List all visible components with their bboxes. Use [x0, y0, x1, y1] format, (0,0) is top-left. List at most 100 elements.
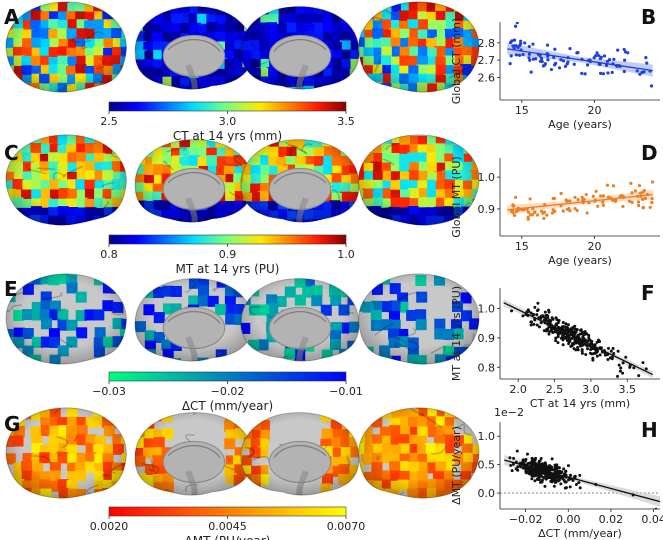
cortex-patch [135, 482, 146, 494]
data-point [530, 477, 534, 481]
y-tick-label: 0.9 [478, 332, 496, 345]
cortex-patch [13, 364, 25, 365]
data-point [526, 210, 530, 214]
data-point [606, 346, 610, 350]
data-point [556, 341, 560, 345]
cortex-patch [111, 407, 123, 419]
cortex-patch [14, 225, 25, 236]
cortex-patch [240, 6, 251, 17]
data-point [561, 343, 565, 347]
cortex-patch [240, 85, 252, 90]
regression-line [503, 302, 654, 376]
cortex-patch [460, 1, 472, 13]
cortex-patch [240, 77, 252, 89]
cortex-patch [380, 224, 392, 226]
brain-shading [135, 412, 254, 496]
cortex-patch [112, 215, 124, 226]
cortex-patch [338, 412, 350, 423]
data-point [516, 45, 520, 50]
cortex-patch [434, 226, 445, 237]
brain-view [5, 273, 127, 365]
data-point [543, 484, 547, 488]
data-point [533, 210, 537, 214]
cortex-patch [58, 93, 69, 104]
data-point [554, 61, 558, 65]
data-point [601, 194, 606, 198]
cortex-patch [434, 93, 445, 104]
data-point [649, 84, 654, 88]
cortex-patch [362, 498, 373, 509]
data-point [611, 184, 616, 188]
cortex-patch [233, 85, 245, 90]
cortex-patch [347, 412, 359, 423]
data-point [531, 57, 535, 61]
data-point [548, 468, 552, 472]
sulcus-line [255, 9, 266, 14]
brain-shading [358, 134, 480, 226]
data-point [542, 210, 546, 214]
data-point [584, 192, 588, 197]
brain-shading [358, 273, 480, 365]
data-point [527, 52, 532, 56]
sulcus-line [124, 301, 127, 308]
cortex-patch [76, 93, 87, 104]
cortex-patch [243, 348, 254, 360]
data-point [592, 351, 596, 355]
data-point [536, 301, 540, 305]
cortex-patch [143, 6, 155, 17]
data-point [619, 193, 623, 198]
data-point [568, 209, 572, 213]
data-point [628, 365, 632, 369]
data-point [568, 485, 572, 489]
panel-label-e: E [4, 277, 18, 301]
data-point [577, 481, 581, 485]
colorbar-title: MT at 14 yrs (PU) [176, 262, 280, 276]
cortex-patch [76, 364, 88, 365]
data-point [545, 327, 549, 331]
cortex-patch [94, 497, 106, 499]
cortex-patch [48, 91, 60, 93]
cortex-patch [21, 497, 33, 499]
cortex-patch [358, 497, 364, 499]
cortex-patch [120, 407, 127, 419]
cortex-patch [397, 224, 409, 226]
chart-H: −0.02 0.00 0.02 0.04 0.0 0.5 1.0 ΔCT (mm/year) Δ… [450, 406, 663, 540]
data-point [523, 41, 527, 45]
brain-view [240, 139, 360, 223]
cortex-patch [371, 225, 383, 226]
data-point [533, 458, 537, 462]
data-point [623, 50, 628, 54]
cortex-patch [5, 479, 15, 491]
colorbar-dmt: 0.0020 0.0045 0.0070 ΔMT (PU/year) [90, 506, 365, 540]
data-point [576, 345, 580, 349]
brain-shading [5, 1, 127, 93]
brain-shading [5, 134, 127, 226]
data-point [517, 53, 522, 57]
data-point [545, 213, 549, 217]
data-point [526, 217, 530, 221]
cortex-patch [5, 83, 16, 93]
cortex-patch [470, 143, 480, 155]
x-tick-label: 2.0 [509, 383, 527, 396]
data-point [561, 209, 565, 213]
data-point [573, 337, 577, 341]
data-point [549, 319, 553, 323]
cortex-patch [121, 282, 127, 294]
cortex-patch [40, 226, 51, 237]
data-point [553, 47, 557, 51]
data-point [604, 63, 609, 68]
regression-line [507, 193, 653, 211]
y-axis-label: ΔMT (PU/year) [450, 426, 463, 505]
data-point [533, 479, 537, 483]
y-axis-label: MT at 14 yrs (PU) [450, 286, 463, 381]
x-tick-label: 2.5 [546, 383, 564, 396]
data-point [554, 316, 558, 320]
data-point [511, 211, 515, 215]
data-point [535, 473, 539, 477]
cortex-patch [258, 85, 270, 90]
cortex-patch [348, 147, 359, 159]
data-point [550, 480, 554, 484]
data-point [562, 467, 566, 471]
data-point [559, 204, 563, 208]
sulcus-line [330, 217, 350, 223]
